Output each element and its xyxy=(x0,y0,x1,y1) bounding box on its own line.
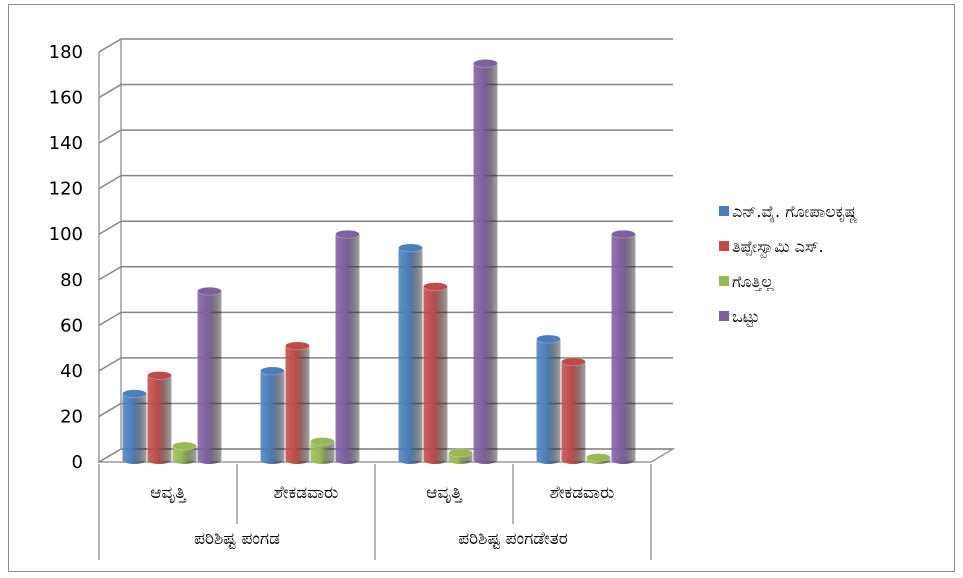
y-tick-label: 180 xyxy=(49,42,83,63)
bar-cap xyxy=(473,58,498,68)
bar-body xyxy=(197,291,222,464)
x-category-label: ಶೇಕಡವಾರು xyxy=(274,483,339,503)
bar-1-3 xyxy=(561,357,586,464)
bar-cap xyxy=(448,448,473,458)
gridline-depth xyxy=(98,129,122,144)
bar-body xyxy=(561,361,586,464)
bar-cap xyxy=(260,366,285,376)
bar-2-3 xyxy=(586,453,611,464)
legend-label: ಒಟ್ಟು xyxy=(732,307,759,328)
gridline-depth xyxy=(98,311,122,326)
legend-label: ಎನ್.ವೈ. ಗೋಪಾಲಕೃಷ್ಣ xyxy=(732,202,858,223)
y-tick-label: 80 xyxy=(60,270,83,291)
bar-cap xyxy=(285,341,310,351)
bar-body xyxy=(335,234,360,464)
bar-cap xyxy=(310,437,335,446)
bar-body xyxy=(536,339,561,464)
gridline-depth xyxy=(98,266,122,281)
bar-2-0 xyxy=(172,441,197,464)
bar-3-1 xyxy=(335,229,360,464)
bar-cap xyxy=(398,243,423,253)
legend: ಎನ್.ವೈ. ಗೋಪಾಲಕೃಷ್ಣ ತಿಪ್ಪೇಸ್ವಾಮಿ ಎಸ್. ಗೊತ್ತ… xyxy=(719,202,858,328)
bar-3-3 xyxy=(611,229,636,464)
y-tick-label: 60 xyxy=(60,315,83,336)
gridline-depth xyxy=(98,402,122,418)
gridline-depth xyxy=(98,175,122,190)
legend-swatch xyxy=(719,276,729,286)
bar-cap xyxy=(197,286,222,296)
bar-body xyxy=(172,446,197,464)
y-tick-label: 120 xyxy=(49,179,83,200)
bar-body xyxy=(310,441,335,464)
bar-3-0 xyxy=(197,286,222,464)
y-tick-label: 20 xyxy=(60,406,83,427)
gridline-depth xyxy=(98,38,122,53)
x-category-label: ಆವೃತ್ತಿ xyxy=(426,483,462,503)
bar-body xyxy=(398,247,423,464)
x-group-label: ಪರಿಶಿಷ್ಟ ಪಂಗಡೇತರ xyxy=(458,529,567,549)
gridline-depth xyxy=(98,83,122,99)
gridline-depth xyxy=(98,357,122,372)
bar-cap xyxy=(586,453,611,462)
grid-layer xyxy=(96,38,676,463)
x-category-label: ಶೇಕಡವಾರು xyxy=(550,483,615,503)
bar-cap xyxy=(536,334,561,344)
bar-3-2 xyxy=(473,58,498,465)
bar-body xyxy=(611,234,636,464)
chart-svg: 0 20 40 60 80 100 120 140 160 180 ಆವೃತ್ತಿ ಶೇಕಡವಾರು… xyxy=(49,38,858,560)
y-tick-label: 100 xyxy=(49,224,83,245)
y-tick-label: 0 xyxy=(72,452,83,473)
legend-swatch xyxy=(719,206,729,216)
bar-cap xyxy=(561,357,586,367)
bar-cap xyxy=(423,282,448,292)
bar-body xyxy=(122,393,147,464)
legend-label: ತಿಪ್ಪೇಸ್ವಾಮಿ ಎಸ್. xyxy=(732,237,824,258)
x-group-label: ಪರಿಶಿಷ್ಟ ಪಂಗಡ xyxy=(194,529,280,549)
bar-cap xyxy=(147,371,172,380)
bar-2-1 xyxy=(310,437,335,464)
x-category-label: ಆವೃತ್ತಿ xyxy=(150,483,186,503)
legend-label: ಗೊತ್ತಿಲ್ಲ xyxy=(732,272,774,292)
y-tick-label: 40 xyxy=(60,361,83,382)
bar-cap xyxy=(122,389,147,399)
bar-1-1 xyxy=(285,341,310,464)
bar-body xyxy=(285,345,310,464)
x-axis: ಆವೃತ್ತಿ ಶೇಕಡವಾರು ಆವೃತ್ತಿ ಶೇಕಡವಾರು ಪರಿಶಿಷ್ಟ ಪ… xyxy=(98,464,652,560)
y-axis-ticks: 0 20 40 60 80 100 120 140 160 180 xyxy=(49,42,83,473)
bar-layer xyxy=(122,58,636,465)
legend-swatch xyxy=(719,241,729,251)
y-tick-label: 160 xyxy=(49,88,83,109)
bar-cap xyxy=(335,229,360,239)
bar-body xyxy=(147,375,172,464)
bar-body xyxy=(473,63,498,465)
gridline-depth xyxy=(98,220,122,235)
y-tick-label: 140 xyxy=(49,133,83,154)
legend-swatch xyxy=(719,311,729,321)
bar-body xyxy=(423,286,448,464)
bar-1-0 xyxy=(147,371,172,464)
bar-body xyxy=(260,370,285,464)
bar-cap xyxy=(172,441,197,451)
bar-cap xyxy=(611,229,636,239)
bar-1-2 xyxy=(423,282,448,464)
chart-frame: 0 20 40 60 80 100 120 140 160 180 ಆವೃತ್ತಿ ಶೇಕಡವಾರು… xyxy=(8,4,955,572)
bar-0-1 xyxy=(260,366,285,464)
bar-2-2 xyxy=(448,448,473,464)
bar-0-3 xyxy=(536,334,561,464)
bar-0-2 xyxy=(398,243,423,464)
bar-0-0 xyxy=(122,389,147,464)
